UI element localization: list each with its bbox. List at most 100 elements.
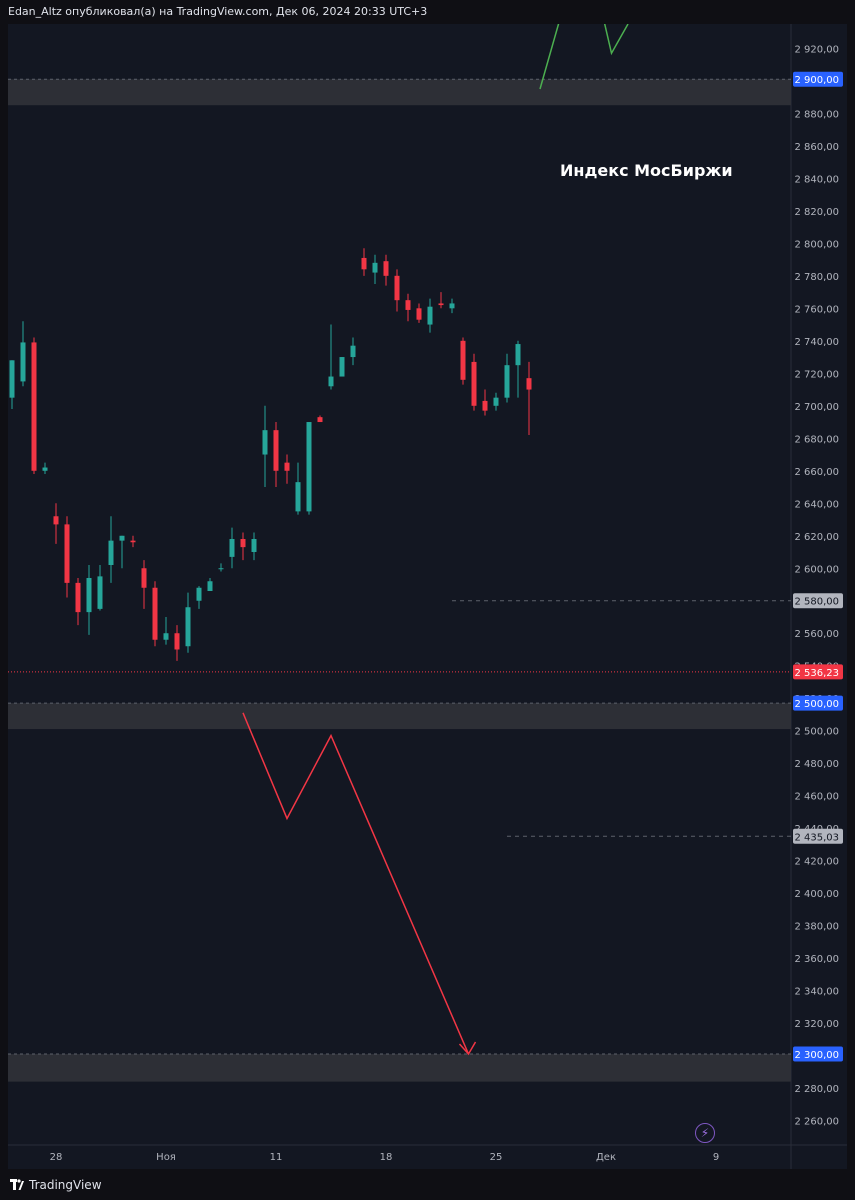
time-tick-label: Дек <box>596 1152 616 1163</box>
candle-body <box>42 467 48 471</box>
time-tick-label: 9 <box>713 1152 719 1163</box>
tradingview-logo-icon <box>10 1179 24 1190</box>
price-tick-label: 2 560,00 <box>794 629 839 640</box>
price-tick-label: 2 780,00 <box>794 272 839 283</box>
lightning-icon[interactable]: ⚡ <box>695 1123 715 1143</box>
zone-price-tag-bg <box>793 1046 843 1062</box>
price-tick-label: 2 680,00 <box>794 434 839 445</box>
price-tick-label: 2 740,00 <box>794 337 839 348</box>
legend-high-label: МАКС <box>245 31 276 42</box>
candle-body <box>471 361 477 406</box>
legend-open-label: ОТКР <box>168 31 196 42</box>
legend-low-value: 2531,71 <box>349 31 391 42</box>
time-axis-ticks: 28 Ноя 11 18 25 Дек 9 <box>50 1152 720 1163</box>
plot-background <box>8 24 791 1169</box>
candle-body <box>339 357 345 377</box>
chart-title: Индекс МосБиржи <box>560 161 733 180</box>
candle-body <box>416 308 422 320</box>
candle-body <box>53 516 59 525</box>
price-tick-label: 2 880,00 <box>794 109 839 120</box>
time-tick-label: 18 <box>380 1152 393 1163</box>
candle-body <box>526 378 532 390</box>
legend-high-value: 2539,63 <box>275 31 317 42</box>
candle-body <box>207 581 213 591</box>
price-tick-label: 2 360,00 <box>794 954 839 965</box>
candle-body <box>295 482 301 512</box>
candle-body <box>350 345 356 358</box>
candle-body <box>460 340 466 380</box>
price-tick-label: 2 520,00 <box>794 694 839 705</box>
footer-bar <box>0 1170 855 1200</box>
support-resistance-zones <box>8 78 791 1082</box>
price-tick-label: 2 540,00 <box>794 662 839 673</box>
legend-close-label: ЗАКР <box>400 31 427 42</box>
price-tick-label: 2 480,00 <box>794 759 839 770</box>
candle-body <box>163 633 169 640</box>
zone-price-tag-text: 2 500,00 <box>794 699 839 710</box>
candle-body <box>317 417 323 423</box>
projection-lines <box>242 24 629 1056</box>
candle-body <box>405 300 411 310</box>
publisher-caption: Edan_Altz опубликовал(а) на TradingView.… <box>8 5 428 18</box>
price-tick-label: 2 440,00 <box>794 824 839 835</box>
candle-body <box>449 303 455 309</box>
price-axis-tags: 2 900,00 2 500,00 2 300,00 2 580,00 2 435,03… <box>793 71 843 1062</box>
price-zone <box>8 1054 791 1082</box>
zone-price-tag-bg <box>793 71 843 87</box>
price-axis-ticks: 2 260,00 2 280,00 2 300,00 2 320,00 2 340,00… <box>794 44 839 1127</box>
candle-body <box>372 262 378 273</box>
candle-body <box>493 397 499 406</box>
level-price-tag-bg <box>793 593 843 609</box>
legend-change-value: −1,53 (−0,06%) <box>475 31 558 42</box>
candle-body <box>229 539 235 557</box>
price-tick-label: 2 340,00 <box>794 987 839 998</box>
price-tick-label: 2 720,00 <box>794 369 839 380</box>
legend-symbol[interactable]: Индекс МосБиржи, 4ч, RUS <box>16 31 159 42</box>
level-price-tag-text: 2 435,03 <box>794 832 839 843</box>
candle-body <box>427 306 433 325</box>
candle-body <box>75 582 81 613</box>
candle-body <box>97 576 103 609</box>
price-tick-label: 2 400,00 <box>794 889 839 900</box>
price-tick-label: 2 600,00 <box>794 564 839 575</box>
candle-body <box>196 587 202 601</box>
candle-body <box>108 540 114 566</box>
tradingview-brand[interactable]: TradingView <box>10 1178 102 1192</box>
price-zone <box>8 703 791 730</box>
header-bar: Edan_Altz опубликовал(а) на TradingView.… <box>0 0 855 24</box>
candle-body <box>504 365 510 398</box>
candle-body <box>185 607 191 647</box>
price-tick-label: 2 380,00 <box>794 922 839 933</box>
price-axis-background <box>791 24 847 1169</box>
price-tick-label: 2 320,00 <box>794 1019 839 1030</box>
candle-body <box>174 633 180 650</box>
price-tick-label: 2 920,00 <box>794 44 839 55</box>
price-tick-label: 2 900,00 <box>794 77 839 88</box>
candle-body <box>86 578 92 613</box>
legend-open-value: 2537,75 <box>195 31 237 42</box>
candle-body <box>31 342 37 471</box>
price-tick-label: 2 300,00 <box>794 1052 839 1063</box>
price-tick-label: 2 700,00 <box>794 402 839 413</box>
price-tick-label: 2 800,00 <box>794 239 839 250</box>
candles-layer <box>9 248 532 661</box>
projection-down-path <box>242 712 470 1055</box>
candle-body <box>438 303 444 306</box>
candle-body <box>306 422 312 512</box>
price-tick-label: 2 660,00 <box>794 467 839 478</box>
candle-body <box>262 430 268 455</box>
horizontal-levels <box>8 600 791 837</box>
level-price-tag-text: 2 580,00 <box>794 597 839 608</box>
zone-price-tag-text: 2 900,00 <box>794 75 839 86</box>
candle-body <box>251 539 257 553</box>
candle-body <box>20 342 26 382</box>
candle-body <box>218 568 224 570</box>
legend-close-value: 2536,23 <box>426 31 468 42</box>
price-tick-label: 2 500,00 <box>794 727 839 738</box>
time-tick-label: 28 <box>50 1152 63 1163</box>
last-price-tag-text: 2 536,23 <box>794 668 839 679</box>
zone-price-tag-text: 2 300,00 <box>794 1050 839 1061</box>
candle-body <box>152 587 158 640</box>
price-tick-label: 2 620,00 <box>794 532 839 543</box>
